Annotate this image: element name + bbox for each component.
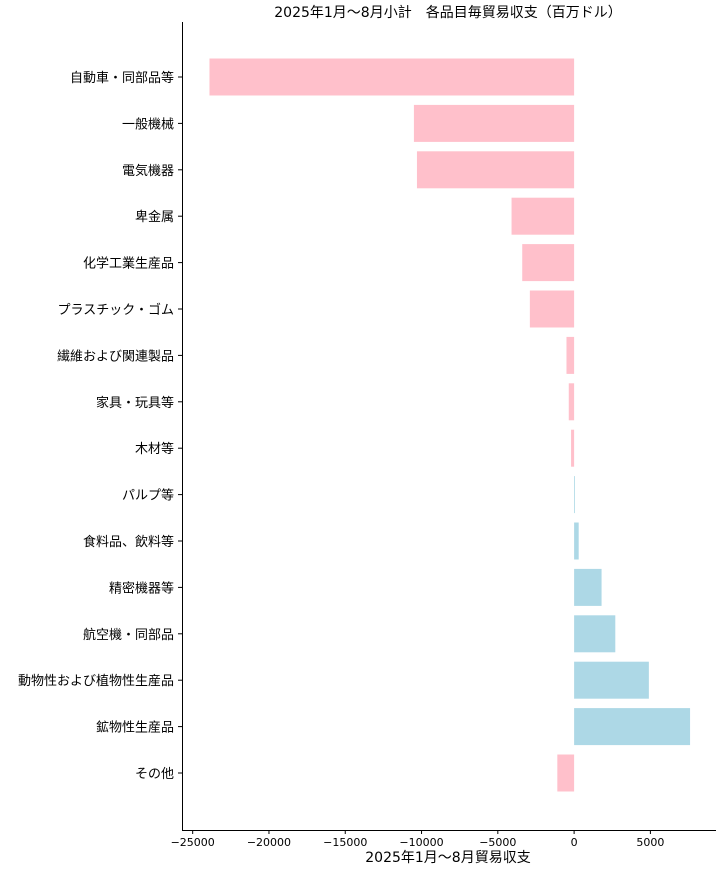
bar — [574, 615, 616, 653]
bars-group — [209, 58, 691, 792]
category-label: 動物性および植物性生産品 — [18, 673, 174, 689]
category-label: 航空機・同部品 — [83, 627, 174, 643]
category-label: 食料品、飲料等 — [83, 534, 174, 550]
bar — [529, 290, 575, 328]
category-label: 繊維および関連製品 — [57, 348, 174, 364]
bar — [574, 661, 649, 699]
bar — [574, 708, 691, 746]
bar — [574, 476, 575, 514]
bar — [416, 151, 575, 189]
category-label: その他 — [135, 767, 174, 782]
category-label: 自動車・同部品等 — [70, 70, 174, 86]
category-label: 一般機械 — [122, 116, 174, 132]
x-axis-label: 2025年1月〜8月貿易収支 — [365, 850, 530, 866]
category-label: 卑金属 — [135, 209, 174, 225]
bar — [571, 429, 575, 467]
category-label: 電気機器 — [122, 163, 174, 179]
x-tick-label: 5000 — [636, 836, 664, 849]
bar — [557, 754, 575, 792]
bar — [574, 522, 579, 560]
category-label: 精密機器等 — [109, 580, 174, 596]
bar — [566, 336, 575, 374]
category-label: プラスチック・ゴム — [58, 302, 174, 318]
category-label: パルプ等 — [122, 488, 174, 504]
bar — [511, 197, 575, 235]
category-label: 鉱物性生産品 — [96, 720, 174, 736]
x-tick-label: −5000 — [479, 836, 516, 849]
category-labels: 自動車・同部品等一般機械電気機器卑金属化学工業生産品プラスチック・ゴム繊維および… — [18, 70, 182, 782]
bar — [574, 568, 602, 606]
x-tick-label: −10000 — [399, 836, 443, 849]
x-tick-label: −25000 — [171, 836, 215, 849]
x-tick-label: −20000 — [247, 836, 291, 849]
x-tick-label: 0 — [571, 836, 578, 849]
bar — [209, 58, 575, 96]
bar — [568, 383, 575, 421]
category-label: 家具・玩具等 — [96, 395, 174, 411]
category-label: 化学工業生産品 — [83, 256, 174, 272]
bar — [413, 104, 575, 142]
x-tick-label: −15000 — [323, 836, 367, 849]
x-axis-ticks: −25000 −20000 −15000 −10000 −5000 0 5000 — [171, 830, 664, 849]
chart-title: 2025年1月〜8月小計 各品目毎貿易収支（百万ドル） — [274, 5, 621, 21]
category-label: 木材等 — [135, 441, 174, 457]
bar — [522, 244, 575, 282]
